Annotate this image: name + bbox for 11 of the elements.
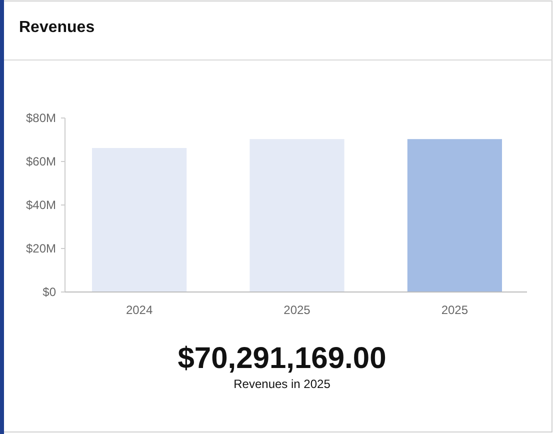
text: Revenues in 2025 <box>234 377 331 391</box>
y-tick-label: $20M <box>26 242 56 256</box>
x-tick-label: 2025 <box>284 303 311 317</box>
y-tick-label: $80M <box>26 111 56 126</box>
y-tick-label: $40M <box>26 198 56 212</box>
text: $70,291,169.00 <box>178 342 386 375</box>
x-tick-label: 2024 <box>126 303 153 317</box>
y-tick-label: $60M <box>26 154 56 169</box>
y-tick-label: $0 <box>42 285 56 300</box>
chart-title: Revenues <box>19 19 95 36</box>
x-tick-label: 2025 <box>441 303 468 317</box>
